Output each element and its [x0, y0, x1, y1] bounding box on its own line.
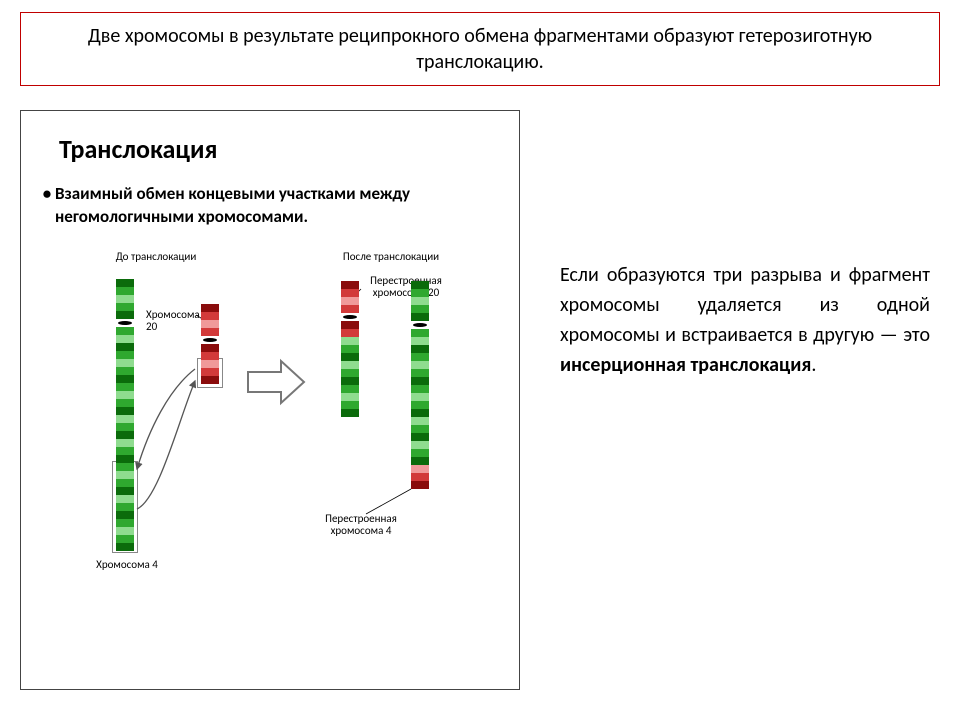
before-label: До транслокации: [91, 251, 221, 263]
bullet-dot: •: [39, 183, 55, 229]
panel-title: Транслокация: [59, 133, 509, 165]
chr20-label: Хромосома 20: [146, 309, 206, 333]
right-text-pre: Если образуются три разрыва и фрагмент х…: [560, 263, 930, 347]
rebuilt20-label: Перестроенная хромосома 20: [361, 275, 451, 299]
chr4-label: Хромосома 4: [87, 559, 167, 571]
rebuilt4-label: Перестроенная хромосома 4: [316, 513, 406, 537]
panel-bullet: • Взаимный обмен концевыми участками меж…: [39, 183, 509, 229]
after-label: После транслокации: [321, 251, 461, 263]
right-paragraph: Если образуются три разрыва и фрагмент х…: [560, 260, 930, 380]
chromosome-4-before: [116, 279, 134, 551]
right-text-post: .: [811, 353, 816, 377]
chromosome-20-before: [201, 304, 219, 384]
right-text-bold: инсерционная транслокация: [560, 353, 811, 377]
left-panel: Транслокация • Взаимный обмен концевыми …: [20, 110, 520, 690]
leader-lines: [31, 239, 511, 659]
diagram-area: До транслокации После транслокации Хромо…: [31, 239, 511, 659]
chromosome-20-after: [341, 281, 359, 417]
swap-arrows-icon: [129, 359, 207, 539]
header-box: Две хромосомы в результате реципрокного …: [20, 12, 940, 86]
chromosome-4-after: [411, 281, 429, 489]
header-text: Две хромосомы в результате реципрокного …: [88, 24, 872, 74]
bullet-text: Взаимный обмен концевыми участками между…: [55, 183, 509, 229]
big-arrow-icon: [246, 357, 306, 407]
